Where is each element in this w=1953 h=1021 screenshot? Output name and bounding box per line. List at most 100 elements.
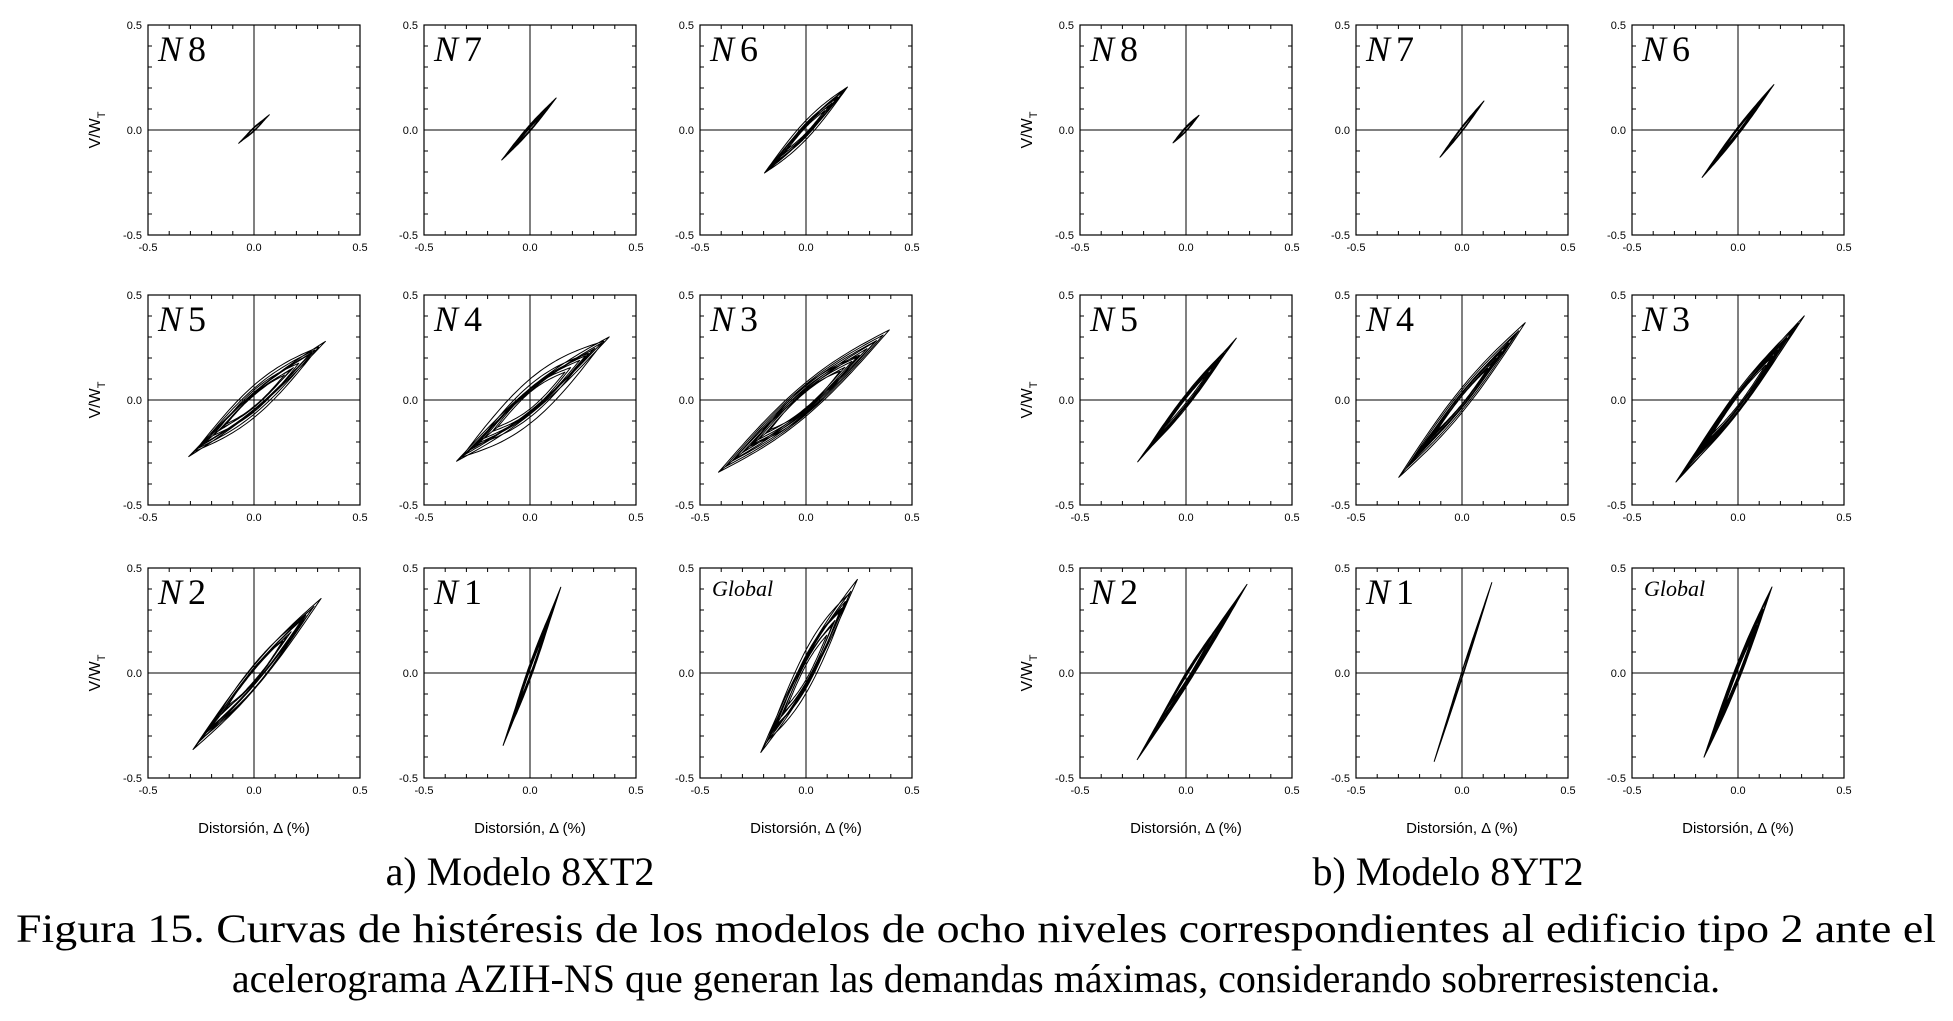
panel-b-n1-label-number: 1: [1396, 572, 1414, 612]
panel-a-n8: -0.5 0.0 0.5 0.5 0.0 -0.5 V/WT N 8: [87, 20, 368, 254]
panel-b-n7-ytick-label: -0.5: [1331, 230, 1350, 242]
panel-a-n2-ytick-label: -0.5: [123, 773, 142, 785]
panel-b-n6: -0.5 0.0 0.5 0.5 0.0 -0.5 N 6: [1607, 20, 1852, 254]
panel-b-n1-xlabel: Distorsión, Δ (%): [1406, 820, 1518, 837]
panel-b-n2: -0.5 0.0 0.5 0.5 0.0 -0.5 V/WT Distorsión, Δ (%…: [1019, 563, 1300, 837]
panel-b-n3-ytick-label: 0.5: [1611, 290, 1626, 302]
panel-a-n5-xtick-label: 0.5: [352, 512, 367, 524]
panel-b-n6-xtick-label: -0.5: [1623, 242, 1642, 254]
panel-b-n5-ytick-label: -0.5: [1055, 500, 1074, 512]
panel-b-n8-ylabel-main: V/W: [1019, 117, 1036, 148]
panel-a-global-label: Global: [712, 576, 773, 601]
panel-b-n5-hysteresis-curve: [1137, 337, 1237, 463]
panel-a-n6-ytick-label: 0.5: [679, 20, 694, 32]
figure-caption-line1: Figura 15. Curvas de histéresis de los m…: [16, 906, 1936, 951]
panel-a-n7-ytick-label: -0.5: [399, 230, 418, 242]
panel-b-global: -0.5 0.0 0.5 0.5 0.0 -0.5 Distorsión, Δ (%) Glo…: [1607, 563, 1852, 837]
panel-b-global-ytick-label: 0.0: [1611, 668, 1626, 680]
panel-b-n6-label-number: 6: [1672, 29, 1690, 69]
panel-b-n3-ytick-label: 0.0: [1611, 395, 1626, 407]
figure-caption-line2: acelerograma AZIH-NS que generan las dem…: [232, 956, 1720, 1001]
panel-b-n5-ylabel-main: V/W: [1019, 387, 1036, 418]
panel-b-n5-xtick-label: 0.0: [1178, 512, 1193, 524]
panel-a-n4-xtick-label: -0.5: [415, 512, 434, 524]
panel-a-n2-ylabel: V/WT: [87, 654, 108, 691]
panel-a-n5-ylabel-sub: T: [96, 381, 108, 388]
panel-b-n1-ytick-label: -0.5: [1331, 773, 1350, 785]
panel-a-n2-ytick-label: 0.0: [127, 668, 142, 680]
panel-a-n2-label-number: 2: [188, 572, 206, 612]
panel-a-n1-label-letter: N: [433, 572, 460, 612]
panel-a-n6-ytick-label: 0.0: [679, 125, 694, 137]
panel-a-n6-ytick-label: -0.5: [675, 230, 694, 242]
panel-b-n2-xtick-label: -0.5: [1071, 785, 1090, 797]
panel-a-n3-label-number: 3: [740, 299, 758, 339]
panel-a-n3: -0.5 0.0 0.5 0.5 0.0 -0.5 N 3: [675, 290, 920, 524]
panel-b-n1-label-letter: N: [1365, 572, 1392, 612]
panel-b-n6-hysteresis-curve: [1701, 84, 1775, 178]
panel-b-n6-ytick-label: 0.0: [1611, 125, 1626, 137]
panel-a-global-ytick-label: -0.5: [675, 773, 694, 785]
panel-a-n5-label-letter: N: [157, 299, 184, 339]
panel-a-n3-xtick-label: -0.5: [691, 512, 710, 524]
panel-b-n8-xtick-label: 0.0: [1178, 242, 1193, 254]
panel-b-n8-ytick-label: 0.0: [1059, 125, 1074, 137]
panel-a-n2-xtick-label: -0.5: [139, 785, 158, 797]
panel-a-n6-xtick-label: 0.0: [798, 242, 813, 254]
panel-a-n2: -0.5 0.0 0.5 0.5 0.0 -0.5 V/WT Distorsión, Δ (%…: [87, 563, 368, 837]
panel-b-n6-xtick-label: 0.0: [1730, 242, 1745, 254]
panel-a-n6-label-number: 6: [740, 29, 758, 69]
panel-a-n8-xtick-label: 0.5: [352, 242, 367, 254]
panel-b-n2-ytick-label: -0.5: [1055, 773, 1074, 785]
panel-a-n2-xlabel: Distorsión, Δ (%): [198, 820, 310, 837]
panel-a-n1-ytick-label: 0.5: [403, 563, 418, 575]
panel-b-n4-ytick-label: 0.5: [1335, 290, 1350, 302]
panel-a-n8-xtick-label: 0.0: [246, 242, 261, 254]
panel-a-n7-ytick-label: 0.0: [403, 125, 418, 137]
panel-b-n5-ytick-label: 0.0: [1059, 395, 1074, 407]
panel-b-n8-xtick-label: -0.5: [1071, 242, 1090, 254]
panel-b-global-xlabel: Distorsión, Δ (%): [1682, 820, 1794, 837]
panel-b-n2-xtick-label: 0.5: [1284, 785, 1299, 797]
panel-b-n7-ytick-label: 0.5: [1335, 20, 1350, 32]
panel-b-n4-xtick-label: 0.0: [1454, 512, 1469, 524]
panel-b-n8-xtick-label: 0.5: [1284, 242, 1299, 254]
panel-b-n8-label-number: 8: [1120, 29, 1138, 69]
panel-b-n7-label-number: 7: [1396, 29, 1414, 69]
panel-b-global-hysteresis-curve: [1703, 586, 1773, 758]
panel-a-n2-ylabel-main: V/W: [87, 660, 104, 691]
panel-a-global-xlabel: Distorsión, Δ (%): [750, 820, 862, 837]
panel-a-n5-ytick-label: 0.0: [127, 395, 142, 407]
panel-a-n1-xlabel: Distorsión, Δ (%): [474, 820, 586, 837]
panel-b-n1-xtick-label: -0.5: [1347, 785, 1366, 797]
panel-b-n2-ytick-label: 0.0: [1059, 668, 1074, 680]
panel-a-n4: -0.5 0.0 0.5 0.5 0.0 -0.5 N 4: [399, 290, 644, 524]
panel-a-n8-label-letter: N: [157, 29, 184, 69]
panel-b-n1-hysteresis-curve: [1433, 582, 1493, 762]
panel-b-global-ytick-label: 0.5: [1611, 563, 1626, 575]
panel-b-n3-xtick-label: -0.5: [1623, 512, 1642, 524]
subcaption-b: b) Modelo 8YT2: [1312, 849, 1583, 894]
panel-b-n7: -0.5 0.0 0.5 0.5 0.0 -0.5 N 7: [1331, 20, 1576, 254]
panel-b-n3: -0.5 0.0 0.5 0.5 0.0 -0.5 N 3: [1607, 290, 1852, 524]
panels-layer: -0.5 0.0 0.50.50.0-0.5V/WTN 8-0.5 0.0 0.50.50…: [87, 20, 1852, 837]
panel-a-n2-xtick-label: 0.5: [352, 785, 367, 797]
panel-b-n4: -0.5 0.0 0.5 0.5 0.0 -0.5 N 4: [1331, 290, 1576, 524]
panel-a-n4-ytick-label: -0.5: [399, 500, 418, 512]
panel-a-n6-hysteresis-curve: [764, 86, 848, 174]
panel-b-n4-ytick-label: -0.5: [1331, 500, 1350, 512]
panel-b-n6-ytick-label: 0.5: [1611, 20, 1626, 32]
panel-a-global-ytick-label: 0.0: [679, 668, 694, 680]
panel-b-n3-xtick-label: 0.5: [1836, 512, 1851, 524]
panel-b-n1-xtick-label: 0.5: [1560, 785, 1575, 797]
panel-b-n4-xtick-label: -0.5: [1347, 512, 1366, 524]
panel-a-n5-hysteresis-curve: [188, 340, 326, 458]
panel-a-n7-xtick-label: -0.5: [415, 242, 434, 254]
panel-b-n2-ylabel-sub: T: [1028, 654, 1040, 661]
panel-a-n8-ytick-label: -0.5: [123, 230, 142, 242]
panel-a-n1-ytick-label: -0.5: [399, 773, 418, 785]
